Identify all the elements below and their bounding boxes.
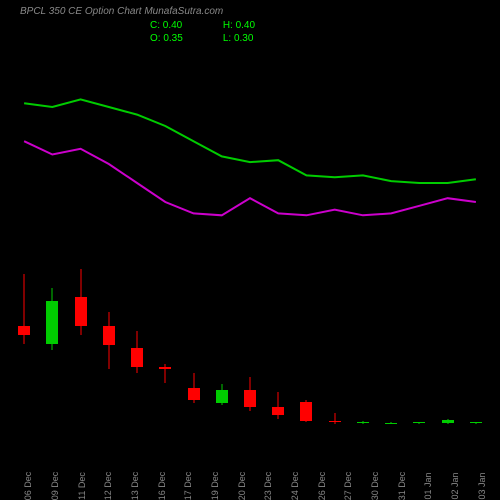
close-label: C:: [150, 20, 160, 31]
chart-title: BPCL 350 CE Option Chart MunafaSutra.com: [20, 6, 223, 17]
high-value: 0.40: [236, 20, 255, 31]
x-axis-label: 19 Dec: [210, 472, 220, 500]
x-axis-label: 06 Dec: [23, 472, 33, 500]
open-value: 0.35: [163, 33, 182, 44]
x-axis-label: 03 Jan: [477, 472, 487, 499]
x-axis-label: 13 Dec: [130, 472, 140, 500]
x-axis-label: 01 Jan: [423, 472, 433, 499]
open-label: O:: [150, 33, 161, 44]
low-label: L:: [223, 33, 231, 44]
x-axis-label: 02 Jan: [450, 472, 460, 499]
chart-area: [10, 50, 490, 430]
upper-indicator-line: [24, 99, 476, 183]
x-axis-label: 12 Dec: [103, 472, 113, 500]
indicator-overlay: [10, 50, 490, 430]
lower-indicator-line: [24, 141, 476, 215]
x-axis-label: 17 Dec: [183, 472, 193, 500]
x-axis-label: 27 Dec: [343, 472, 353, 500]
x-axis-label: 23 Dec: [263, 472, 273, 500]
x-axis: 06 Dec09 Dec11 Dec12 Dec13 Dec16 Dec17 D…: [10, 436, 490, 496]
x-axis-label: 09 Dec: [50, 472, 60, 500]
ohlc-panel: C: 0.40 H: 0.40 O: 0.35 L: 0.30: [150, 20, 255, 44]
x-axis-label: 24 Dec: [290, 472, 300, 500]
high-label: H:: [223, 20, 233, 31]
x-axis-label: 31 Dec: [397, 472, 407, 500]
x-axis-label: 30 Dec: [370, 472, 380, 500]
x-axis-label: 20 Dec: [237, 472, 247, 500]
close-value: 0.40: [163, 20, 182, 31]
x-axis-label: 11 Dec: [77, 472, 87, 500]
low-value: 0.30: [234, 33, 253, 44]
x-axis-label: 16 Dec: [157, 472, 167, 500]
x-axis-label: 26 Dec: [317, 472, 327, 500]
